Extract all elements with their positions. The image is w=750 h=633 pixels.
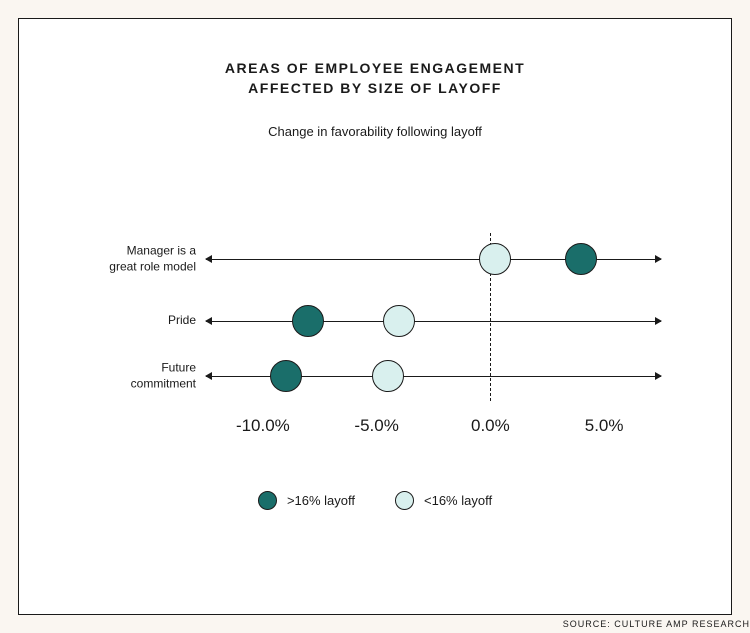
arrow-right-icon — [655, 372, 662, 380]
marker-large-layoff — [292, 305, 324, 337]
x-axis-tick: -10.0% — [236, 416, 290, 436]
page-background: AREAS OF EMPLOYEE ENGAGEMENT AFFECTED BY… — [0, 0, 750, 633]
row-label: Manager is a great role model — [96, 243, 206, 274]
legend-label: <16% layoff — [424, 493, 492, 508]
marker-small-layoff — [479, 243, 511, 275]
axis-line — [206, 321, 661, 322]
chart-legend: >16% layoff <16% layoff — [19, 491, 731, 510]
marker-large-layoff — [565, 243, 597, 275]
legend-swatch — [395, 491, 414, 510]
arrow-right-icon — [655, 255, 662, 263]
x-axis-tick: -5.0% — [354, 416, 398, 436]
row-axis — [206, 321, 661, 322]
arrow-left-icon — [205, 255, 212, 263]
marker-small-layoff — [372, 360, 404, 392]
chart-row: Manager is a great role model — [96, 259, 661, 260]
legend-label: >16% layoff — [287, 493, 355, 508]
chart-row: Future commitment — [96, 376, 661, 377]
legend-swatch — [258, 491, 277, 510]
chart-plot-area: Manager is a great role model Pride Future… — [19, 19, 731, 614]
row-axis — [206, 376, 661, 377]
chart-frame: AREAS OF EMPLOYEE ENGAGEMENT AFFECTED BY… — [18, 18, 732, 615]
source-attribution: SOURCE: CULTURE AMP RESEARCH — [563, 619, 750, 629]
arrow-left-icon — [205, 317, 212, 325]
arrow-left-icon — [205, 372, 212, 380]
marker-small-layoff — [383, 305, 415, 337]
chart-row: Pride — [96, 321, 661, 322]
row-label: Pride — [96, 313, 206, 329]
legend-item: <16% layoff — [395, 491, 492, 510]
x-axis-tick: 5.0% — [585, 416, 624, 436]
arrow-right-icon — [655, 317, 662, 325]
row-label: Future commitment — [96, 360, 206, 391]
legend-item: >16% layoff — [258, 491, 355, 510]
x-axis-tick: 0.0% — [471, 416, 510, 436]
marker-large-layoff — [270, 360, 302, 392]
row-axis — [206, 259, 661, 260]
